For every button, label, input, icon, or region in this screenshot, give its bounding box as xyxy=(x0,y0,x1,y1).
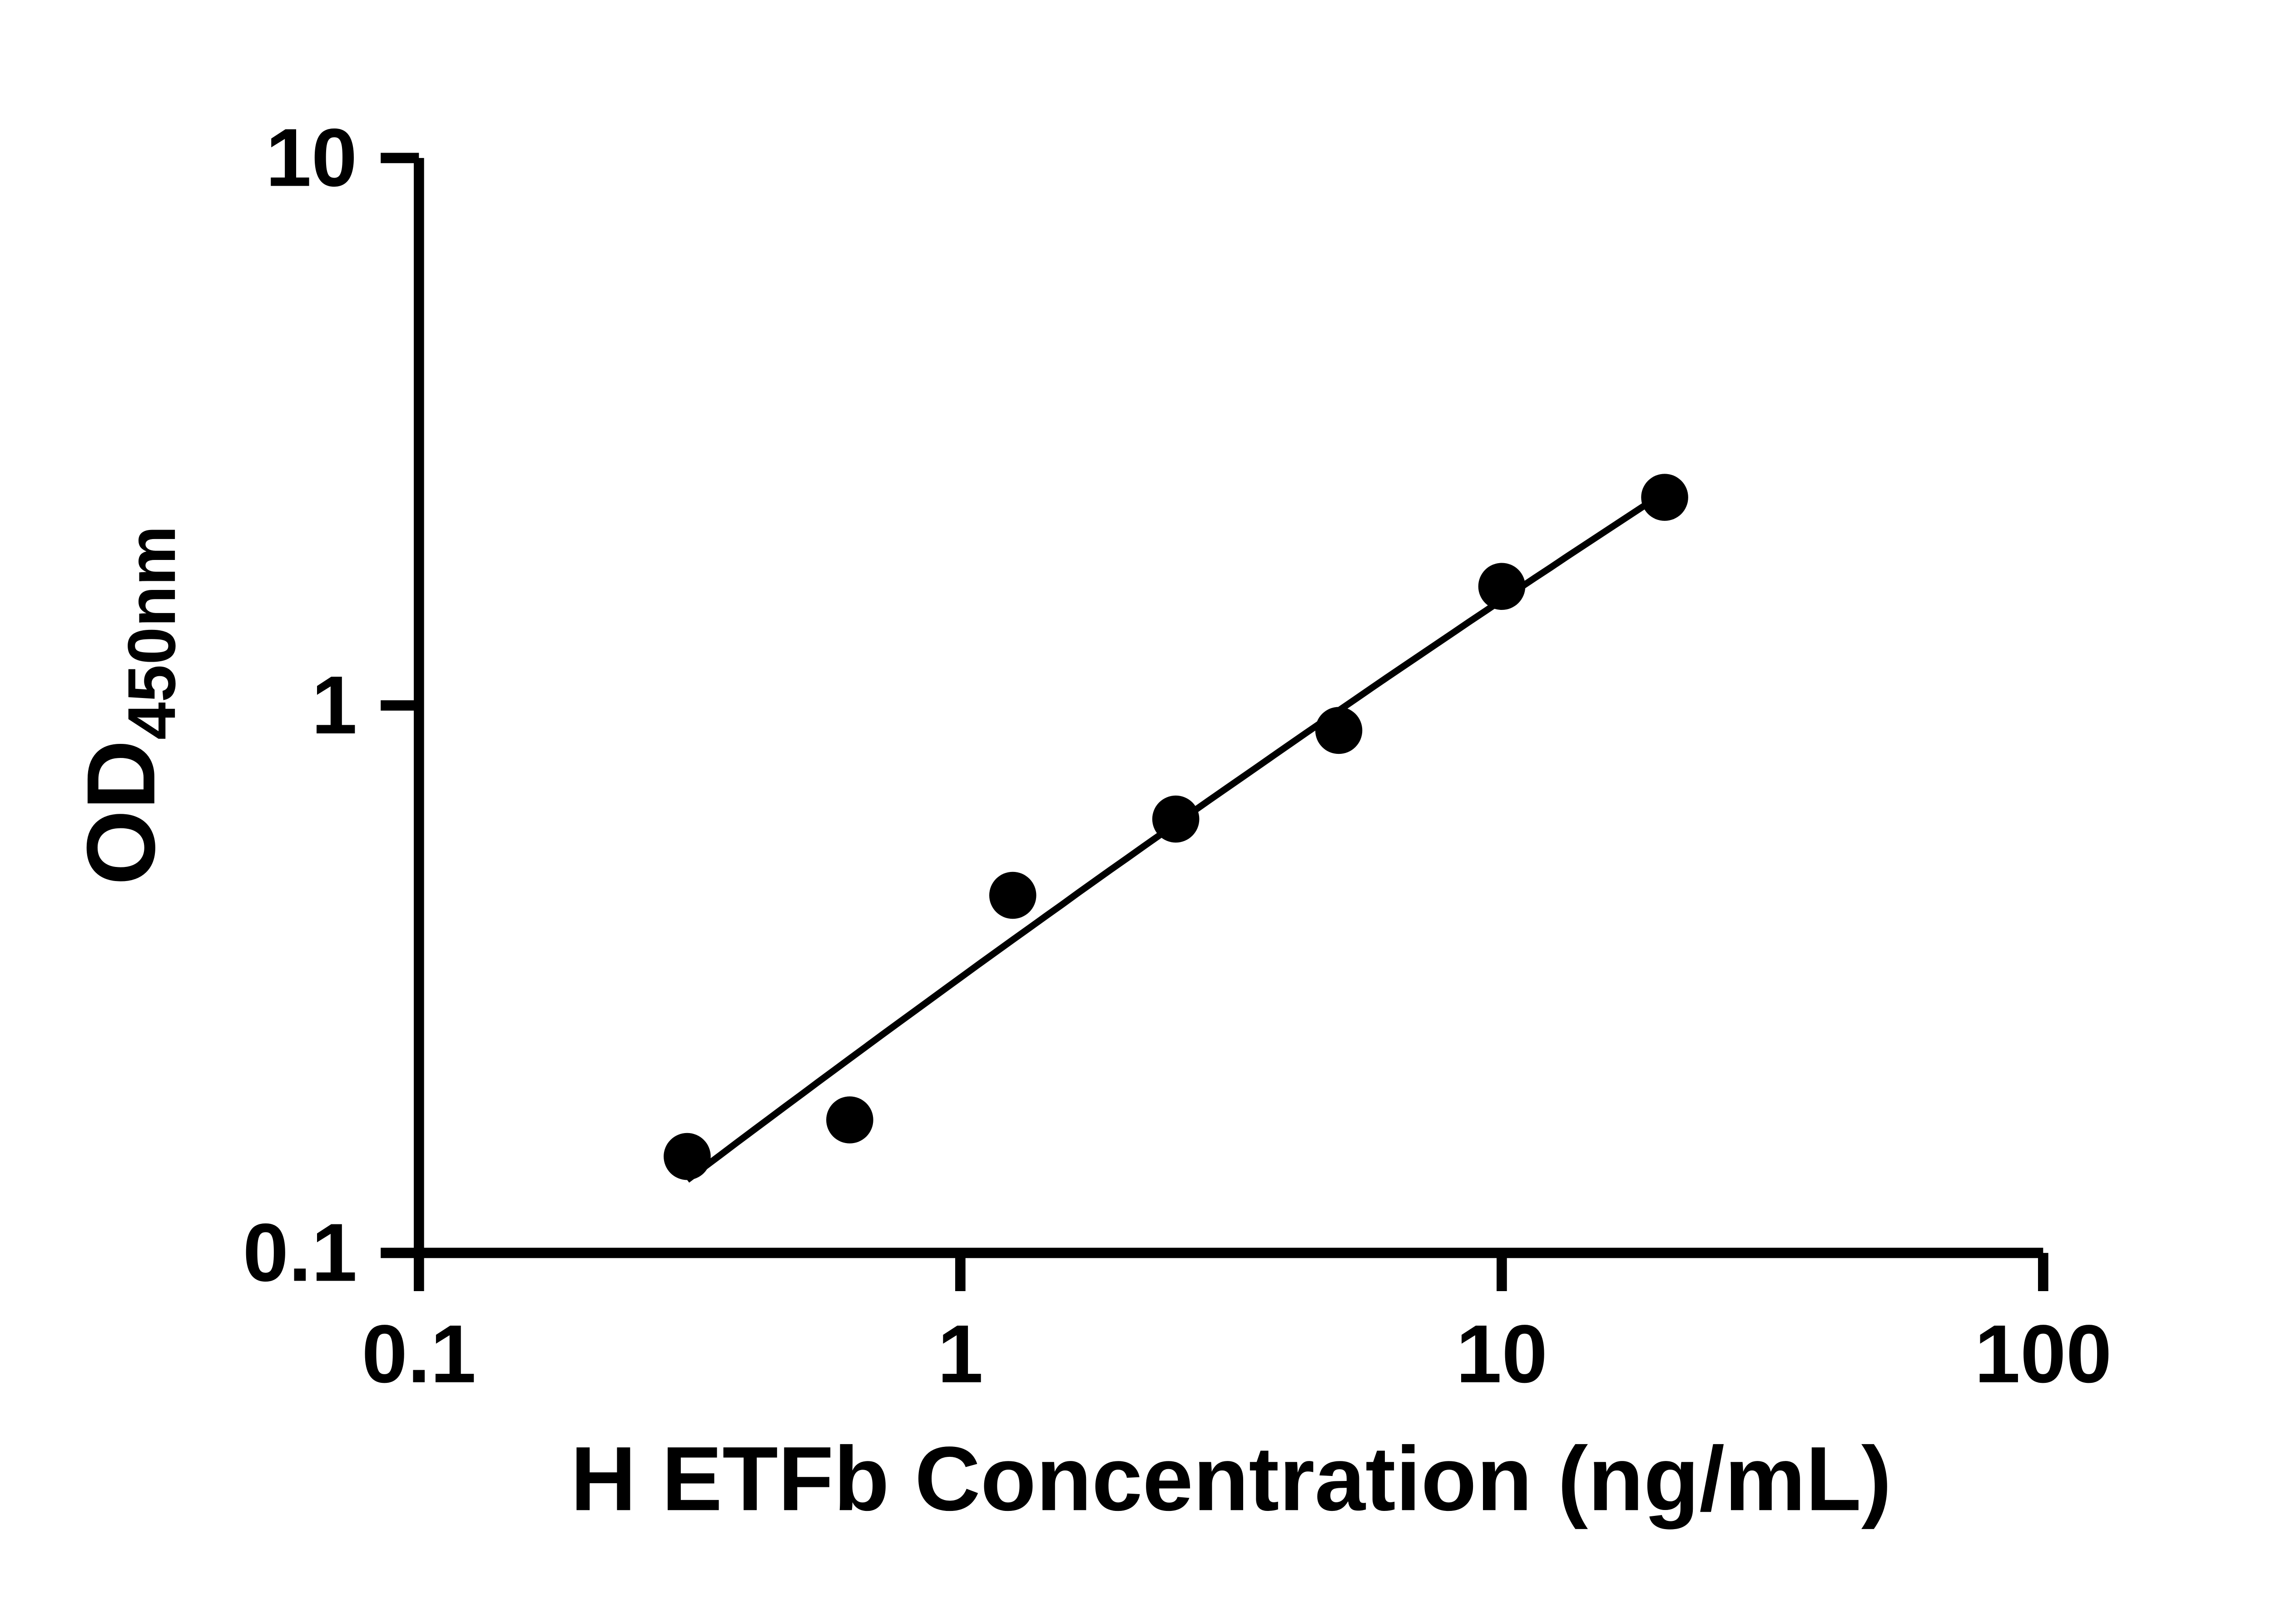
plot-area: 0.1 1 10 100 0.1 1 10 xyxy=(243,112,2112,1400)
x-axis-title: H ETFb Concentration (ng/mL) xyxy=(570,1427,1892,1530)
x-axis-tick-label: 0.1 xyxy=(362,1308,476,1400)
y-axis-tick-label: 1 xyxy=(312,659,357,751)
data-point xyxy=(989,871,1036,919)
data-point xyxy=(826,1096,873,1144)
x-axis-tick-label: 10 xyxy=(1456,1308,1548,1400)
y-axis-title: OD450nm xyxy=(67,525,189,885)
y-axis-title-subscript: 450nm xyxy=(114,525,189,740)
data-point xyxy=(1152,795,1200,843)
y-axis-tick-label: 10 xyxy=(266,112,357,203)
x-axis-tick-label: 1 xyxy=(937,1308,983,1400)
y-axis-tick-label: 0.1 xyxy=(243,1207,357,1298)
data-point xyxy=(1478,563,1526,610)
data-point xyxy=(1315,707,1363,754)
axes-frame xyxy=(414,158,2043,1258)
data-point xyxy=(1641,474,1688,521)
y-axis-title-main: OD xyxy=(67,740,175,885)
x-axis-tick-label: 100 xyxy=(1974,1308,2112,1400)
data-point xyxy=(664,1133,711,1180)
